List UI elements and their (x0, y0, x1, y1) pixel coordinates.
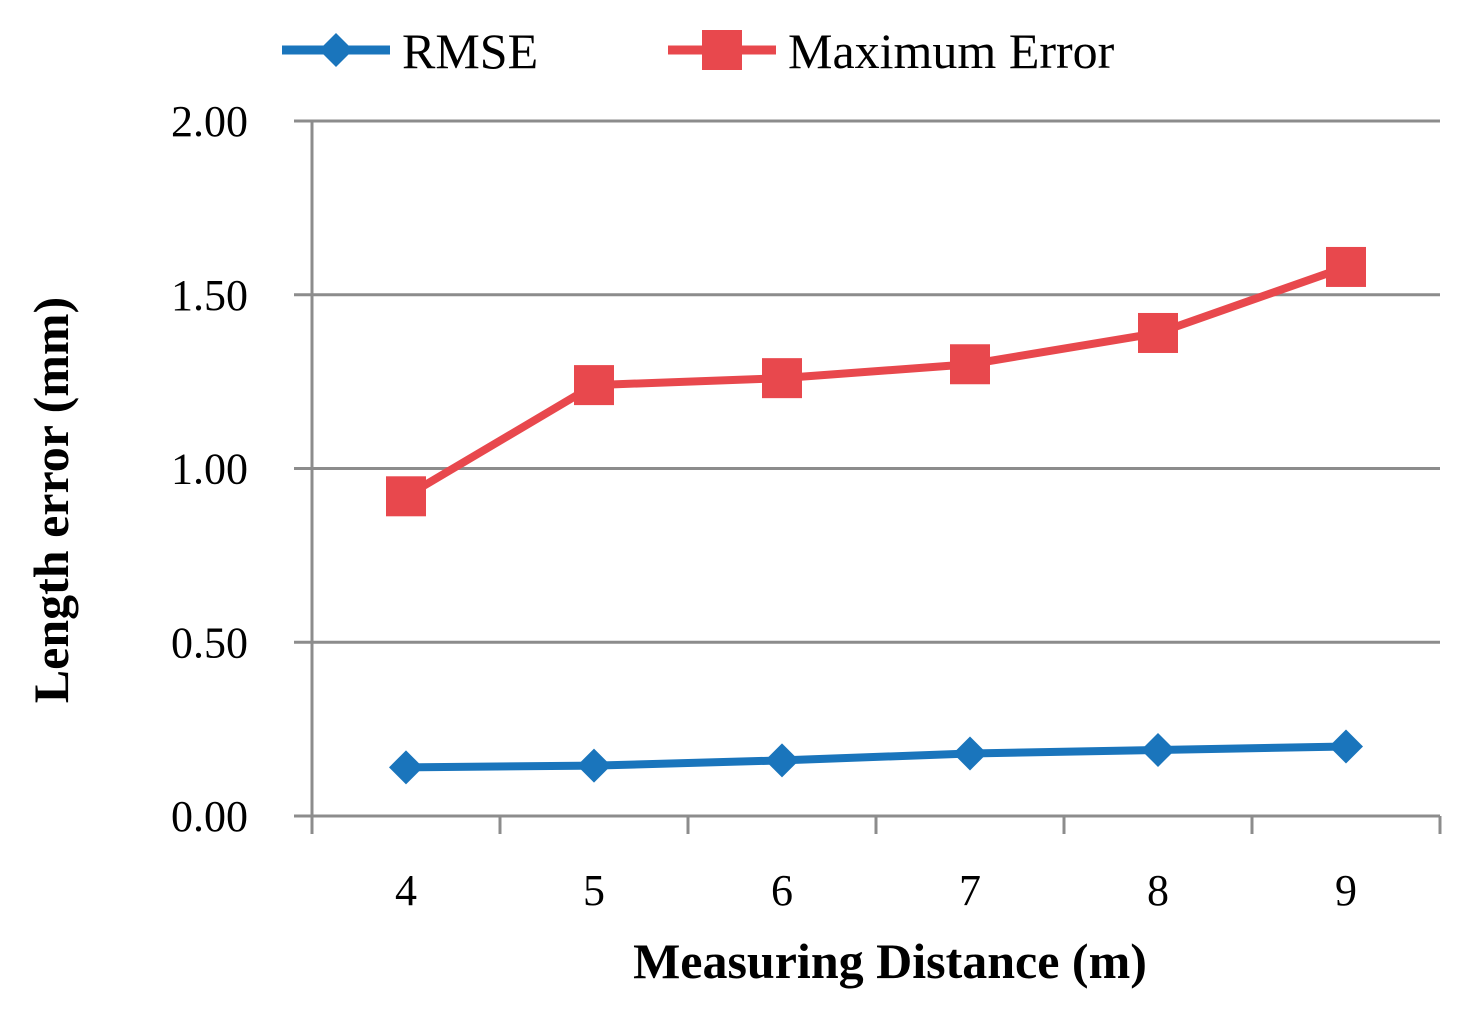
x-tick-label: 4 (395, 866, 417, 915)
data-point-maximum-error (386, 476, 426, 517)
x-tick-labels: 4 5 6 7 8 9 (395, 866, 1357, 915)
legend-label-maximum-error: Maximum Error (788, 23, 1115, 79)
data-point-maximum-error (574, 365, 614, 406)
data-point-maximum-error (1326, 246, 1366, 287)
y-tick-label: 1.00 (171, 445, 248, 494)
x-tick-label: 9 (1335, 866, 1357, 915)
x-tick-label: 6 (771, 866, 793, 915)
y-axis-title: Length error (mm) (23, 297, 79, 703)
series-line-maximum-error (403, 263, 1348, 500)
data-point-rmse (765, 743, 799, 778)
x-tick-label: 5 (583, 866, 605, 915)
data-point-maximum-error (950, 344, 990, 385)
y-tick-label: 0.00 (171, 792, 248, 841)
legend-item-maximum-error: Maximum Error (668, 23, 1115, 79)
legend-item-rmse: RMSE (282, 23, 538, 79)
x-axis-title: Measuring Distance (m) (633, 933, 1147, 989)
x-tick-label: 7 (959, 866, 981, 915)
data-point-rmse (1141, 732, 1175, 767)
y-tick-label: 0.50 (171, 618, 248, 667)
y-tick-label: 2.00 (171, 97, 248, 146)
data-point-rmse (389, 750, 423, 785)
series (386, 246, 1366, 785)
legend-label-rmse: RMSE (402, 23, 538, 79)
series-line-rmse (405, 742, 1347, 772)
data-point-rmse (1329, 729, 1363, 764)
x-tick-label: 8 (1147, 866, 1169, 915)
axes (294, 119, 1442, 834)
legend-swatch-rmse-marker (319, 33, 353, 67)
data-point-maximum-error (762, 358, 802, 399)
gridlines (312, 119, 1440, 644)
y-tick-labels: 0.00 0.50 1.00 1.50 2.00 (171, 97, 248, 841)
legend: RMSE Maximum Error (282, 23, 1115, 79)
series-maximum-error (386, 246, 1366, 517)
legend-swatch-maximum-error-marker (702, 30, 742, 70)
y-tick-label: 1.50 (171, 271, 248, 320)
series-rmse (389, 729, 1363, 785)
data-point-maximum-error (1138, 312, 1178, 353)
data-point-rmse (953, 736, 987, 771)
data-point-rmse (577, 748, 611, 783)
